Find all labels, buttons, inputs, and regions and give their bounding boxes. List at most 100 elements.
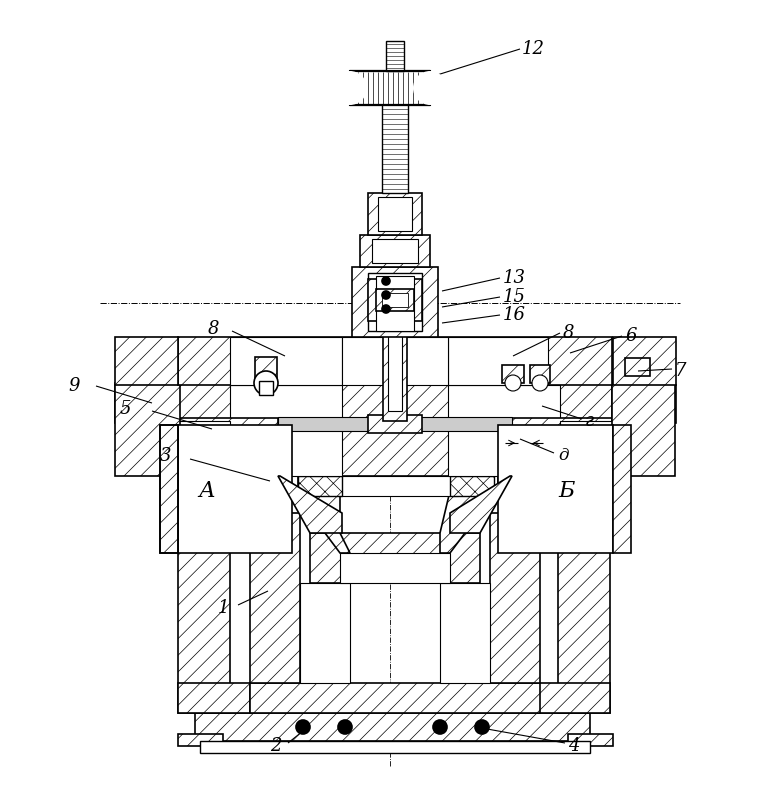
- Text: 16: 16: [503, 306, 526, 324]
- Bar: [250, 683, 540, 713]
- Circle shape: [338, 720, 352, 734]
- Bar: [382, 293, 408, 307]
- Circle shape: [532, 375, 548, 391]
- Bar: [625, 358, 650, 376]
- Bar: [568, 734, 613, 746]
- Bar: [342, 337, 448, 385]
- Bar: [310, 533, 480, 583]
- Bar: [530, 365, 550, 383]
- Bar: [250, 513, 300, 683]
- Bar: [386, 41, 404, 71]
- Bar: [298, 476, 498, 496]
- Circle shape: [296, 720, 310, 734]
- Bar: [195, 713, 590, 741]
- Bar: [376, 276, 414, 331]
- Text: 7: 7: [675, 362, 686, 380]
- Bar: [230, 337, 342, 385]
- Bar: [178, 418, 278, 428]
- Bar: [538, 683, 610, 713]
- Bar: [510, 421, 560, 451]
- Bar: [300, 583, 350, 683]
- Bar: [376, 289, 414, 311]
- Bar: [340, 553, 450, 583]
- Text: 4: 4: [568, 737, 580, 755]
- Bar: [368, 273, 422, 331]
- Bar: [115, 383, 180, 476]
- Bar: [613, 385, 676, 423]
- Bar: [278, 417, 512, 431]
- Bar: [448, 337, 548, 385]
- Text: 3: 3: [160, 447, 172, 465]
- Bar: [368, 279, 422, 321]
- Circle shape: [382, 291, 390, 299]
- Bar: [230, 421, 342, 476]
- Bar: [490, 513, 540, 683]
- Bar: [613, 425, 631, 553]
- Text: 8: 8: [563, 324, 575, 342]
- Circle shape: [254, 371, 278, 395]
- Bar: [230, 421, 280, 451]
- Bar: [255, 357, 277, 385]
- Bar: [298, 476, 342, 496]
- Bar: [612, 383, 675, 476]
- Bar: [178, 381, 612, 423]
- Polygon shape: [310, 491, 350, 553]
- Text: 12: 12: [522, 40, 545, 58]
- Bar: [350, 71, 430, 105]
- Bar: [340, 476, 458, 496]
- Bar: [160, 425, 178, 553]
- Bar: [178, 734, 223, 746]
- Text: 5: 5: [120, 400, 132, 418]
- Text: 8: 8: [208, 320, 219, 338]
- Circle shape: [475, 720, 489, 734]
- Text: 15: 15: [503, 288, 526, 306]
- Polygon shape: [278, 476, 342, 533]
- Bar: [368, 415, 422, 433]
- Bar: [378, 197, 412, 231]
- Bar: [352, 267, 438, 337]
- Bar: [440, 583, 490, 683]
- Bar: [178, 337, 612, 385]
- Text: г: г: [585, 412, 594, 430]
- Bar: [502, 365, 524, 383]
- Bar: [178, 421, 612, 476]
- Bar: [360, 235, 430, 267]
- Circle shape: [433, 720, 447, 734]
- Text: Б: Б: [558, 480, 574, 502]
- Bar: [382, 103, 408, 193]
- Bar: [230, 385, 342, 423]
- Text: 1: 1: [218, 599, 229, 617]
- Bar: [560, 421, 612, 476]
- Polygon shape: [440, 491, 480, 553]
- Text: 2: 2: [270, 737, 282, 755]
- Circle shape: [382, 305, 390, 313]
- Bar: [259, 381, 273, 395]
- Bar: [178, 683, 250, 713]
- Bar: [512, 418, 612, 428]
- Polygon shape: [450, 476, 512, 533]
- Circle shape: [333, 71, 367, 105]
- Circle shape: [505, 375, 521, 391]
- Text: 6: 6: [625, 327, 636, 345]
- Bar: [448, 385, 560, 423]
- Bar: [200, 741, 590, 753]
- Bar: [178, 513, 230, 713]
- Text: д: д: [558, 446, 569, 464]
- Bar: [368, 193, 422, 235]
- Text: А: А: [198, 480, 215, 502]
- Bar: [448, 421, 560, 476]
- Bar: [498, 425, 613, 553]
- Circle shape: [413, 71, 447, 105]
- Bar: [160, 425, 178, 553]
- Bar: [372, 239, 418, 263]
- Text: 9: 9: [68, 377, 80, 395]
- Bar: [388, 261, 402, 411]
- Bar: [115, 337, 178, 385]
- Bar: [450, 476, 494, 496]
- Bar: [178, 421, 230, 476]
- Circle shape: [382, 277, 390, 285]
- Bar: [178, 425, 292, 553]
- Bar: [383, 235, 407, 421]
- Bar: [115, 385, 178, 423]
- Bar: [613, 337, 676, 385]
